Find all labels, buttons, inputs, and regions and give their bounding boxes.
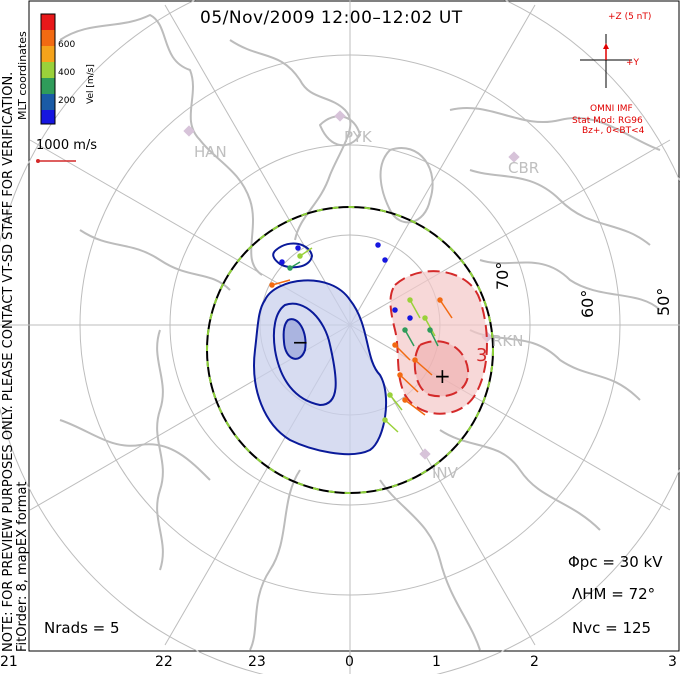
mlt-tick-21: 21: [0, 654, 18, 670]
vector-count: Nvc = 125: [572, 619, 652, 637]
mlt-tick-0: 0: [345, 654, 354, 670]
mlt-tick-3: 3: [668, 654, 677, 670]
station-rkn-label: RKN: [492, 332, 524, 350]
station-cbr-marker: [508, 151, 520, 163]
colorbar-unit-label: Vel [m/s]: [86, 64, 96, 104]
map-title: 05/Nov/2009 12:00–12:02 UT: [200, 8, 463, 28]
negative-cell-mid: [272, 302, 337, 407]
station-cbr-label: CBR: [508, 159, 540, 177]
station-inv-marker: [419, 448, 431, 460]
imf-model-label: Stat Mod: RG96: [572, 116, 643, 126]
station-pyk-marker: [334, 110, 346, 122]
colorbar-tick-400: 400: [58, 68, 76, 78]
radar-count: Nrads = 5: [44, 619, 120, 637]
coordinate-system-label: MLT coordinates: [16, 31, 29, 120]
station-pyk-label: PYK: [344, 128, 372, 146]
mlt-tick-22: 22: [155, 654, 173, 670]
negative-potential-marker: −: [292, 330, 309, 354]
plot-frame: [28, 0, 680, 652]
hm-boundary-latitude: ΛHM = 72°: [572, 585, 656, 603]
imf-condition-label: Bz+, 0<BT<4: [582, 126, 645, 136]
vector-scale-dot: [36, 159, 40, 163]
imf-source-label: OMNI IMF: [590, 104, 633, 114]
coastlines: [59, 14, 661, 651]
station-han-label: HAN: [194, 143, 227, 161]
positive-cell-inner: [413, 340, 470, 398]
mlt-tick-1: 1: [432, 654, 441, 670]
cross-polar-potential: Φpc = 30 kV: [568, 553, 663, 571]
negative-cell-inner: [282, 318, 307, 360]
imf-z-label: +Z (5 nT): [608, 12, 652, 22]
contour-label-3: 3: [476, 345, 488, 366]
imf-dial: [580, 34, 632, 88]
colorbar-tick-200: 200: [58, 96, 76, 106]
velocity-vectors: [269, 242, 453, 433]
imf-vector-head: [603, 43, 609, 49]
negative-cell-outer: [253, 279, 387, 456]
colorbar-tick-600: 600: [58, 40, 76, 50]
velocity-colorbar: [40, 13, 56, 125]
preview-note: NOTE: FOR PREVIEW PURPOSES ONLY. PLEASE …: [1, 71, 16, 652]
station-inv-label: INV: [432, 464, 458, 482]
lat-label-50: 50°: [654, 287, 673, 316]
lat-label-70: 70°: [493, 261, 512, 290]
hm-boundary-dashes: [206, 206, 494, 494]
mlt-tick-2: 2: [530, 654, 539, 670]
vector-scale-label: 1000 m/s: [36, 138, 98, 153]
positive-potential-marker: +: [434, 364, 451, 388]
lat-label-60: 60°: [578, 289, 597, 318]
imf-y-label: +Y: [626, 58, 640, 68]
negative-cell-small: [272, 242, 314, 269]
mlt-tick-23: 23: [248, 654, 266, 670]
